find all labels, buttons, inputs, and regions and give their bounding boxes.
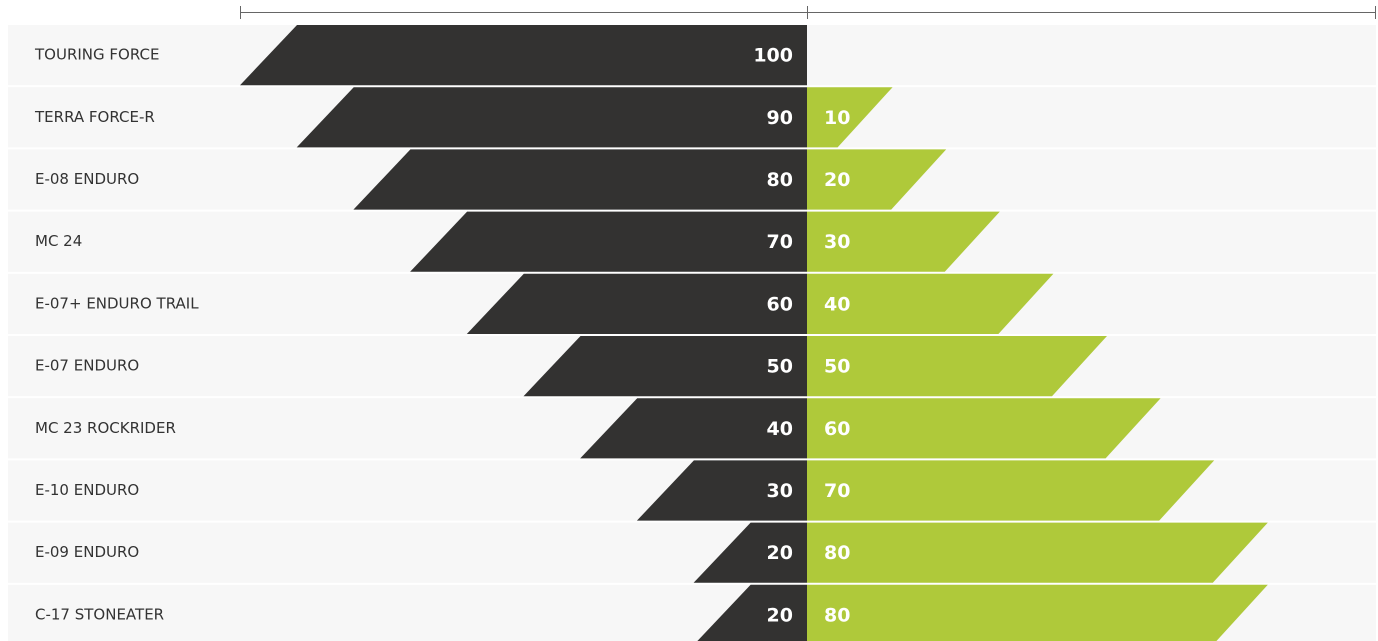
category-label: TOURING FORCE	[34, 46, 159, 64]
right-bar	[807, 149, 947, 210]
category-label: MC 24	[35, 232, 82, 250]
right-value-label: 80	[824, 542, 850, 564]
category-label: E-09 ENDURO	[35, 543, 139, 561]
category-label: C-17 STONEATER	[35, 605, 164, 623]
left-value-label: 70	[767, 231, 793, 253]
left-bar	[240, 25, 807, 86]
right-value-label: 50	[824, 356, 850, 378]
left-bar	[296, 87, 807, 148]
right-value-label: 60	[824, 418, 850, 440]
right-value-label: 10	[824, 107, 850, 129]
left-value-label: 40	[767, 418, 793, 440]
category-label: MC 23 ROCKRIDER	[35, 419, 176, 437]
category-label: E-07+ ENDURO TRAIL	[35, 294, 199, 312]
category-label: E-07 ENDURO	[35, 357, 139, 375]
category-label: E-08 ENDURO	[35, 170, 139, 188]
left-bar	[466, 273, 807, 334]
left-value-label: 20	[767, 604, 793, 626]
left-bar	[693, 522, 807, 583]
category-label: E-10 ENDURO	[35, 481, 139, 499]
right-bar	[807, 273, 1054, 334]
left-bar	[353, 149, 807, 210]
left-bar	[580, 398, 807, 459]
left-value-label: 90	[767, 107, 793, 129]
right-bar	[807, 336, 1107, 397]
left-bar	[523, 336, 807, 397]
right-bar	[807, 211, 1000, 272]
left-bar	[636, 460, 807, 521]
top-axis	[240, 6, 1376, 19]
right-bar	[807, 398, 1161, 459]
right-bar	[807, 460, 1215, 521]
left-value-label: 20	[767, 542, 793, 564]
left-bar	[697, 584, 807, 641]
left-value-label: 100	[753, 45, 793, 67]
right-bar	[807, 522, 1268, 583]
category-label: TERRA FORCE-R	[34, 108, 155, 126]
left-value-label: 80	[767, 169, 793, 191]
right-value-label: 40	[824, 293, 850, 315]
right-value-label: 80	[824, 604, 850, 626]
left-value-label: 50	[767, 356, 793, 378]
left-value-label: 30	[767, 480, 793, 502]
right-value-label: 20	[824, 169, 850, 191]
left-value-label: 60	[767, 293, 793, 315]
right-bar	[807, 584, 1268, 641]
left-bar	[410, 211, 807, 272]
right-value-label: 70	[824, 480, 850, 502]
right-bar	[807, 87, 893, 148]
right-value-label: 30	[824, 231, 850, 253]
